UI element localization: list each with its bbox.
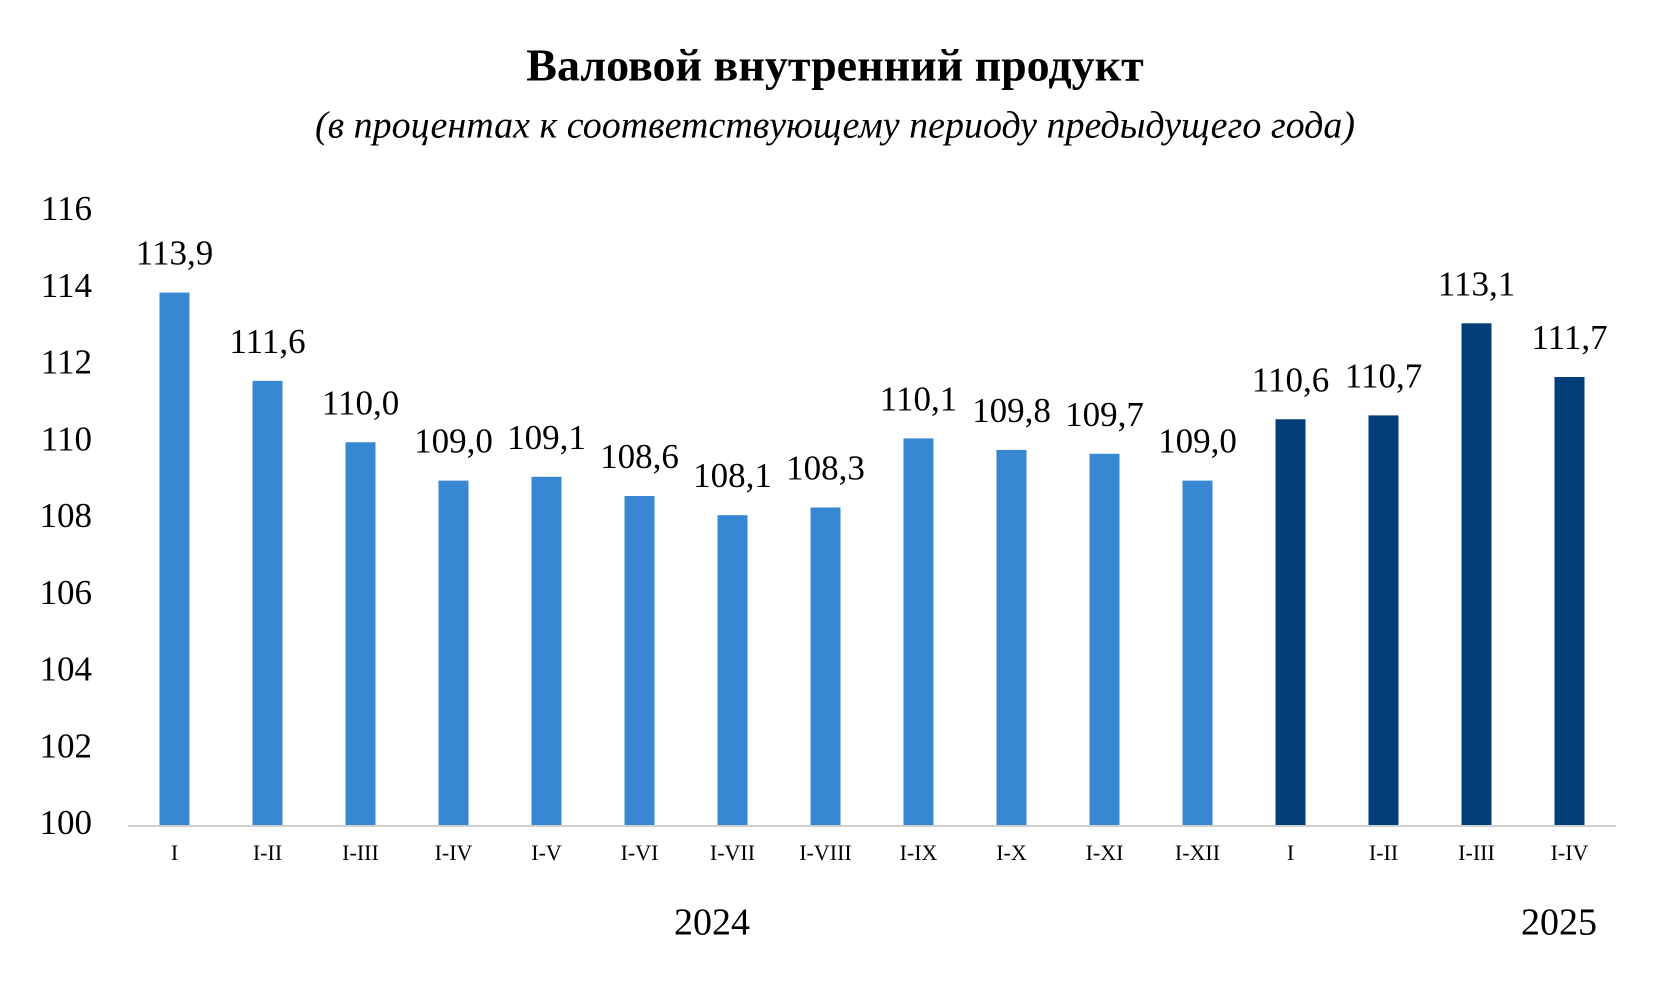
x-tick-label: I-III: [342, 840, 379, 865]
bar: [1275, 419, 1306, 826]
value-label: 109,1: [507, 418, 586, 457]
x-tick-label: I-IV: [1551, 840, 1589, 865]
x-tick-label: I-VIII: [799, 840, 852, 865]
value-label: 109,0: [414, 422, 493, 461]
x-tick-label: I-V: [531, 840, 562, 865]
y-tick-label: 114: [41, 266, 92, 305]
x-tick-label: I-II: [253, 840, 282, 865]
bar: [159, 292, 190, 826]
year-label: 2025: [1521, 902, 1597, 944]
x-tick-label: I-II: [1369, 840, 1398, 865]
y-tick-label: 116: [41, 189, 92, 228]
y-tick-label: 106: [40, 573, 93, 612]
bar: [717, 515, 748, 826]
x-tick-label: I-XII: [1175, 840, 1220, 865]
y-tick-label: 104: [40, 650, 93, 689]
bar: [1461, 323, 1492, 826]
y-tick-label: 108: [40, 496, 93, 535]
x-tick-label: I-IX: [900, 840, 938, 865]
value-label: 109,0: [1158, 422, 1237, 461]
bar: [252, 380, 283, 826]
x-tick-label: I-VII: [710, 840, 755, 865]
x-tick-label: I: [1287, 840, 1294, 865]
x-tick-label: I-X: [996, 840, 1027, 865]
value-label: 110,0: [322, 383, 399, 422]
y-tick-label: 110: [41, 419, 92, 458]
bar: [624, 495, 655, 826]
x-tick-label: I-VI: [621, 840, 659, 865]
bar: [810, 507, 841, 826]
bar: [1089, 453, 1120, 826]
year-label: 2024: [674, 902, 750, 944]
chart-subtitle: (в процентах к соответствующему периоду …: [315, 105, 1355, 147]
x-tick-label: I-IV: [435, 840, 473, 865]
value-label: 110,6: [1252, 360, 1329, 399]
value-label: 113,1: [1438, 264, 1515, 303]
bar: [1182, 480, 1213, 826]
x-tick-label: I-XI: [1086, 840, 1124, 865]
x-tick-label: I-III: [1458, 840, 1495, 865]
value-label: 109,7: [1065, 395, 1144, 434]
y-tick-label: 100: [40, 803, 93, 842]
bar: [996, 449, 1027, 826]
value-label: 109,8: [972, 391, 1051, 430]
y-tick-label: 102: [40, 726, 93, 765]
value-label: 111,7: [1531, 318, 1607, 357]
value-label: 110,1: [880, 379, 957, 418]
y-tick-label: 112: [41, 343, 92, 382]
bar: [1368, 415, 1399, 826]
value-label: 108,1: [693, 456, 772, 495]
bar: [531, 476, 562, 826]
value-label: 111,6: [229, 322, 305, 361]
bar: [345, 442, 376, 826]
value-label: 113,9: [136, 234, 213, 273]
value-label: 108,6: [600, 437, 679, 476]
bar: [438, 480, 469, 826]
chart-title: Валовой внутренний продукт: [526, 40, 1144, 91]
x-tick-label: I: [171, 840, 178, 865]
bar: [1554, 377, 1585, 826]
value-label: 108,3: [786, 449, 865, 488]
bar: [903, 438, 934, 826]
value-label: 110,7: [1345, 356, 1422, 395]
